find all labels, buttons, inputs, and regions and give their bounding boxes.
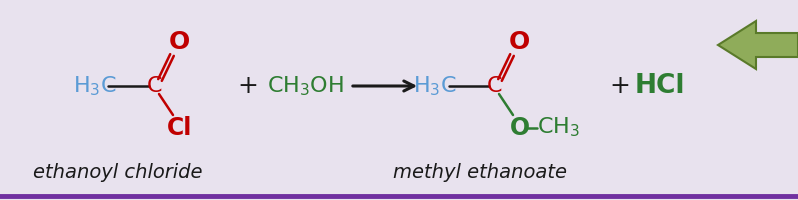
- Text: +: +: [610, 74, 630, 98]
- Text: HCl: HCl: [634, 73, 685, 99]
- Text: O: O: [168, 30, 190, 54]
- Text: CH$_3$OH: CH$_3$OH: [267, 74, 343, 98]
- Text: C: C: [148, 76, 163, 96]
- Text: H$_3$C: H$_3$C: [413, 74, 457, 98]
- Text: Cl: Cl: [168, 116, 192, 140]
- Text: ethanoyl chloride: ethanoyl chloride: [34, 162, 203, 182]
- Text: CH$_3$: CH$_3$: [536, 115, 579, 139]
- Text: C: C: [488, 76, 503, 96]
- Polygon shape: [718, 21, 798, 69]
- Text: O: O: [510, 116, 530, 140]
- Text: +: +: [238, 74, 259, 98]
- Text: methyl ethanoate: methyl ethanoate: [393, 162, 567, 182]
- Text: H$_3$C: H$_3$C: [73, 74, 117, 98]
- Text: O: O: [508, 30, 530, 54]
